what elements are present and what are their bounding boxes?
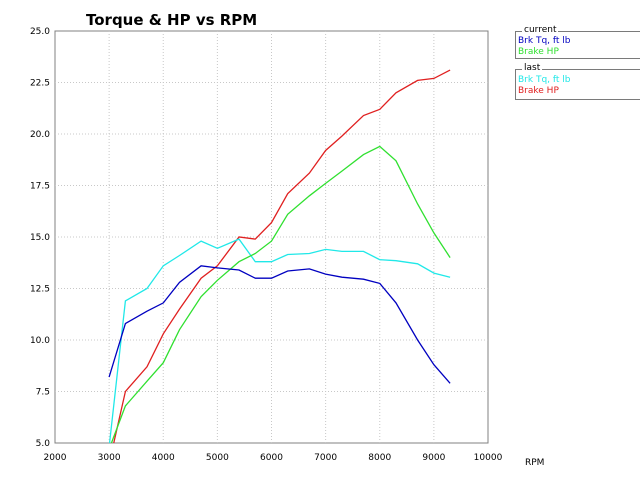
y-tick-label: 5.0 xyxy=(36,439,51,449)
x-tick-label: 7000 xyxy=(314,453,337,463)
x-tick-label: 2000 xyxy=(44,453,67,463)
y-axis-ticks: 5.0 7.5 10.0 12.5 15.0 17.5 20.0 22.5 25.0 xyxy=(30,27,50,449)
series-line-current-hp xyxy=(110,145,451,443)
x-tick-label: 8000 xyxy=(368,453,391,463)
chart-title: Torque & HP vs RPM xyxy=(86,11,257,29)
series-line-last-torque xyxy=(108,238,451,443)
legend-current-title: current xyxy=(522,25,559,36)
series-lines xyxy=(108,69,451,443)
legend-current-hp: Brake HP xyxy=(518,47,559,57)
y-tick-label: 20.0 xyxy=(30,130,50,140)
y-tick-label: 7.5 xyxy=(36,388,50,398)
y-tick-label: 22.5 xyxy=(30,79,50,89)
y-tick-label: 25.0 xyxy=(30,27,50,37)
y-tick-label: 12.5 xyxy=(30,285,50,295)
x-axis-label: RPM xyxy=(525,458,544,468)
x-tick-label: 9000 xyxy=(422,453,445,463)
x-tick-label: 6000 xyxy=(260,453,283,463)
legend-last: last Brk Tq, ft lb Brake HP xyxy=(515,63,640,100)
legend-current-torque: Brk Tq, ft lb xyxy=(518,36,571,46)
legend-last-hp: Brake HP xyxy=(518,86,559,96)
grid xyxy=(55,31,488,443)
legend-last-title: last xyxy=(522,63,543,74)
x-axis-ticks: 2000 3000 4000 5000 6000 7000 8000 9000 10000 xyxy=(44,453,503,463)
x-tick-label: 4000 xyxy=(152,453,175,463)
legend-current: current Brk Tq, ft lb Brake HP xyxy=(515,25,640,59)
x-tick-label: 10000 xyxy=(474,453,503,463)
y-tick-label: 10.0 xyxy=(30,336,50,346)
legend-last-torque: Brk Tq, ft lb xyxy=(518,75,571,85)
series-line-current-torque xyxy=(108,265,451,384)
series-line-last-hp xyxy=(113,69,451,443)
x-tick-label: 3000 xyxy=(98,453,121,463)
x-tick-label: 5000 xyxy=(206,453,229,463)
y-tick-label: 15.0 xyxy=(30,233,50,243)
y-tick-label: 17.5 xyxy=(30,182,50,192)
